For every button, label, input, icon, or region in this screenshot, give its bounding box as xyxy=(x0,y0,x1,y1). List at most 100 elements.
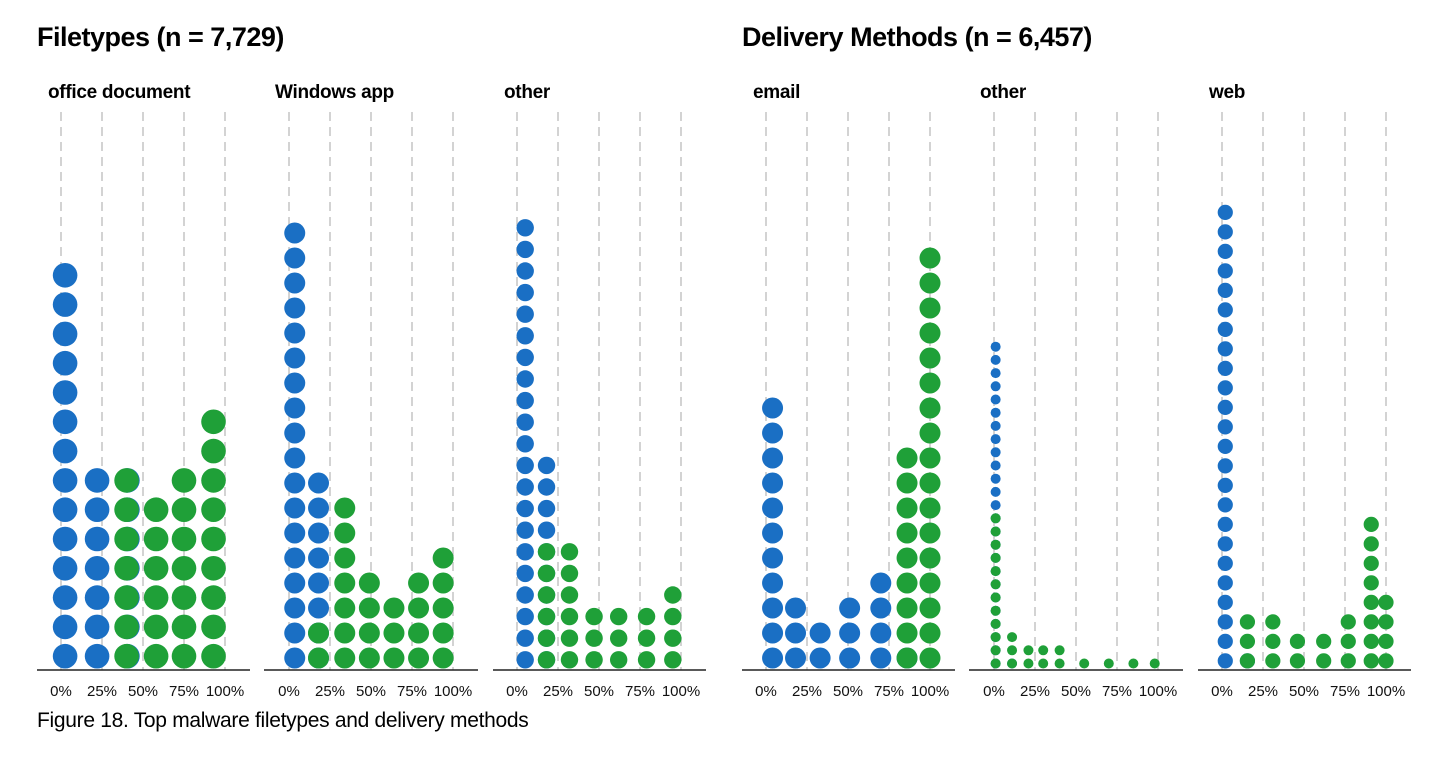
dot-blue xyxy=(516,327,534,345)
dot-green xyxy=(1363,614,1379,630)
dot-green xyxy=(537,651,556,669)
dot-green xyxy=(171,556,197,581)
dot-green xyxy=(609,607,628,626)
dot-green xyxy=(919,572,941,594)
dot-green xyxy=(1054,658,1065,669)
dot-blue xyxy=(537,478,556,496)
dot-blue xyxy=(516,240,534,259)
dot-blue xyxy=(785,597,807,619)
dot-green xyxy=(990,579,1001,590)
x-tick-label: 50% xyxy=(128,683,158,700)
dot-blue xyxy=(284,597,306,619)
dot-blue xyxy=(1217,594,1233,611)
dot-blue xyxy=(990,473,1001,484)
dot-green xyxy=(171,585,197,610)
dot-blue xyxy=(990,341,1001,352)
dot-green xyxy=(919,597,941,619)
dot-green xyxy=(1038,645,1049,656)
dot-green xyxy=(143,585,169,610)
dot-blue xyxy=(990,460,1001,471)
dot-blue xyxy=(762,622,784,644)
dot-blue xyxy=(1217,614,1233,630)
dot-blue xyxy=(284,397,306,419)
dot-green xyxy=(537,629,556,647)
dot-blue xyxy=(762,472,784,494)
dot-blue xyxy=(762,447,784,469)
dot-blue xyxy=(52,350,78,376)
dot-green xyxy=(919,247,941,269)
dot-green xyxy=(308,647,330,669)
dot-blue xyxy=(516,629,534,647)
dot-blue xyxy=(1217,341,1233,357)
x-tick-label: 75% xyxy=(397,683,427,700)
dot-green xyxy=(1289,653,1306,669)
dot-blue xyxy=(284,247,306,269)
dot-green xyxy=(1363,653,1379,669)
dot-green xyxy=(143,497,169,522)
dot-blue xyxy=(990,434,1001,445)
dot-blue xyxy=(762,397,784,419)
dot-green xyxy=(383,597,405,619)
dot-blue xyxy=(1217,399,1233,415)
dot-blue xyxy=(1217,204,1233,220)
dot-blue xyxy=(52,643,78,669)
dot-green xyxy=(171,614,197,640)
dot-green xyxy=(1265,653,1281,669)
dot-green xyxy=(560,543,579,561)
dot-blue xyxy=(1217,653,1233,669)
x-tick-label: 0% xyxy=(1211,683,1233,700)
dot-blue xyxy=(762,572,784,594)
dot-green xyxy=(537,586,556,604)
dot-blue xyxy=(1217,224,1233,240)
dot-green xyxy=(664,629,682,647)
dot-green xyxy=(201,409,226,435)
dot-blue xyxy=(52,614,78,640)
dot-green xyxy=(1340,633,1356,650)
dot-green xyxy=(664,586,682,604)
dot-blue xyxy=(516,651,534,669)
dot-green xyxy=(334,547,356,569)
dot-blue xyxy=(516,564,534,583)
dot-green xyxy=(1038,658,1049,669)
panel-delivery-methods-other: other 0% 25% 50% 75% 100% xyxy=(969,82,1183,700)
dot-green xyxy=(585,629,603,647)
dot-green xyxy=(408,647,430,669)
dot-green xyxy=(358,647,380,669)
dot-blue xyxy=(1217,497,1233,513)
dot-green xyxy=(990,658,1001,669)
dot-blue xyxy=(1217,633,1233,650)
dot-blue xyxy=(990,368,1001,379)
dot-blue xyxy=(284,522,306,544)
x-tick-label: 25% xyxy=(1020,683,1050,700)
dot-green xyxy=(990,526,1001,537)
dot-green xyxy=(919,647,941,669)
x-tick-label: 0% xyxy=(50,683,72,700)
dot-blue xyxy=(1217,438,1233,454)
dot-blue xyxy=(537,521,556,539)
dot-blue xyxy=(762,647,784,669)
dot-green xyxy=(537,564,556,583)
dot-blue xyxy=(84,497,110,522)
dot-blue xyxy=(1217,302,1233,318)
dot-blue xyxy=(1217,282,1233,298)
x-tick-label: 50% xyxy=(584,683,614,700)
dot-green xyxy=(432,597,454,619)
dot-blue xyxy=(1217,477,1233,493)
dot-green xyxy=(1378,633,1394,650)
dot-blue xyxy=(52,321,78,347)
dot-green xyxy=(560,586,579,604)
x-tick-label: 0% xyxy=(278,683,300,700)
dot-blue xyxy=(84,556,110,581)
dot-green xyxy=(1054,645,1065,656)
dot-green xyxy=(990,552,1001,563)
dot-green xyxy=(919,497,941,519)
dot-blue xyxy=(870,597,892,619)
dot-green xyxy=(383,622,405,644)
dot-green xyxy=(1363,555,1379,572)
dot-blue xyxy=(52,468,78,493)
dot-green xyxy=(201,438,226,464)
dot-green xyxy=(609,651,628,669)
figure-caption: Figure 18. Top malware filetypes and del… xyxy=(37,709,529,732)
dot-blue xyxy=(762,597,784,619)
